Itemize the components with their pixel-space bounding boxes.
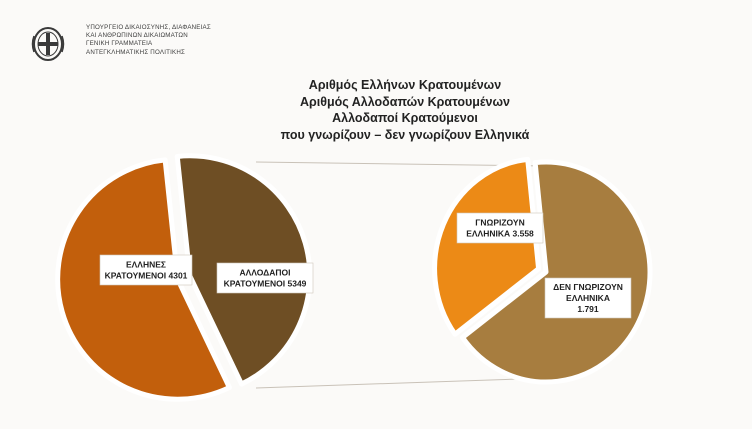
slice-label-text: ΓΝΩΡΙΖΟΥΝ xyxy=(475,218,524,228)
slice-label-text: ΚΡΑΤΟΥΜΕΝΟΙ 5349 xyxy=(224,279,307,289)
slice-label-box xyxy=(99,254,193,286)
chart-title-line: που γνωρίζουν – δεν γνωρίζουν Ελληνικά xyxy=(280,127,530,142)
pie-slice xyxy=(459,159,653,385)
slice-label-text: ΑΛΛΟΔΑΠΟΙ xyxy=(240,268,291,278)
pie-slice xyxy=(432,156,542,337)
greek-coat-of-arms-icon xyxy=(31,27,65,61)
ministry-line: ΥΠΟΥΡΓΕΙΟ ΔΙΚΑΙΟΣΥΝΗΣ, ΔΙΑΦΑΝΕΙΑΣ xyxy=(86,24,211,31)
ministry-line: ΑΝΤΕΓΚΛΗΜΑΤΙΚΗΣ ΠΟΛΙΤΙΚΗΣ xyxy=(86,48,186,56)
chart-title-line: Αριθμός Ελλήνων Κρατουμένων xyxy=(308,78,502,92)
slice-label-box xyxy=(544,277,632,319)
ministry-line: ΓΕΝΙΚΗ ΓΡΑΜΜΑΤΕΙΑ xyxy=(86,40,153,48)
slice-label-text: ΕΛΛΗΝΕΣ xyxy=(126,260,166,270)
slice-label-text: 1.791 xyxy=(577,304,599,314)
chart-title-line: Αλλοδαποί Κρατούμενοι xyxy=(332,111,478,125)
ministry-name: ΥΠΟΥΡΓΕΙΟ ΔΙΚΑΙΟΣΥΝΗΣ, ΔΙΑΦΑΝΕΙΑΣ ΚΑΙ ΑΝ… xyxy=(86,24,296,57)
slice-label-text: ΕΛΛΗΝΙΚΑ 3.558 xyxy=(466,229,534,239)
slice-label-box xyxy=(216,262,314,294)
slice-label-text: ΕΛΛΗΝΙΚΑ xyxy=(566,293,610,303)
chart-title-line: Αριθμός Αλλοδαπών Κρατουμένων xyxy=(299,94,510,109)
ministry-line: ΚΑΙ ΑΝΘΡΩΠΙΝΩΝ ΔΙΚΑΙΩΜΑΤΩΝ xyxy=(86,32,188,40)
ministry-header: ΥΠΟΥΡΓΕΙΟ ΔΙΚΑΙΟΣΥΝΗΣ, ΔΙΑΦΑΝΕΙΑΣ ΚΑΙ ΑΝ… xyxy=(30,22,290,76)
slice-label-text: ΔΕΝ ΓΝΩΡΙΖΟΥΝ xyxy=(553,282,623,292)
chart-title: Αριθμός Ελλήνων Κρατουμένων Αριθμός Αλλο… xyxy=(185,77,625,143)
slice-label-box xyxy=(456,212,544,244)
slice-label-text: ΚΡΑΤΟΥΜΕΝΟΙ 4301 xyxy=(105,271,188,281)
